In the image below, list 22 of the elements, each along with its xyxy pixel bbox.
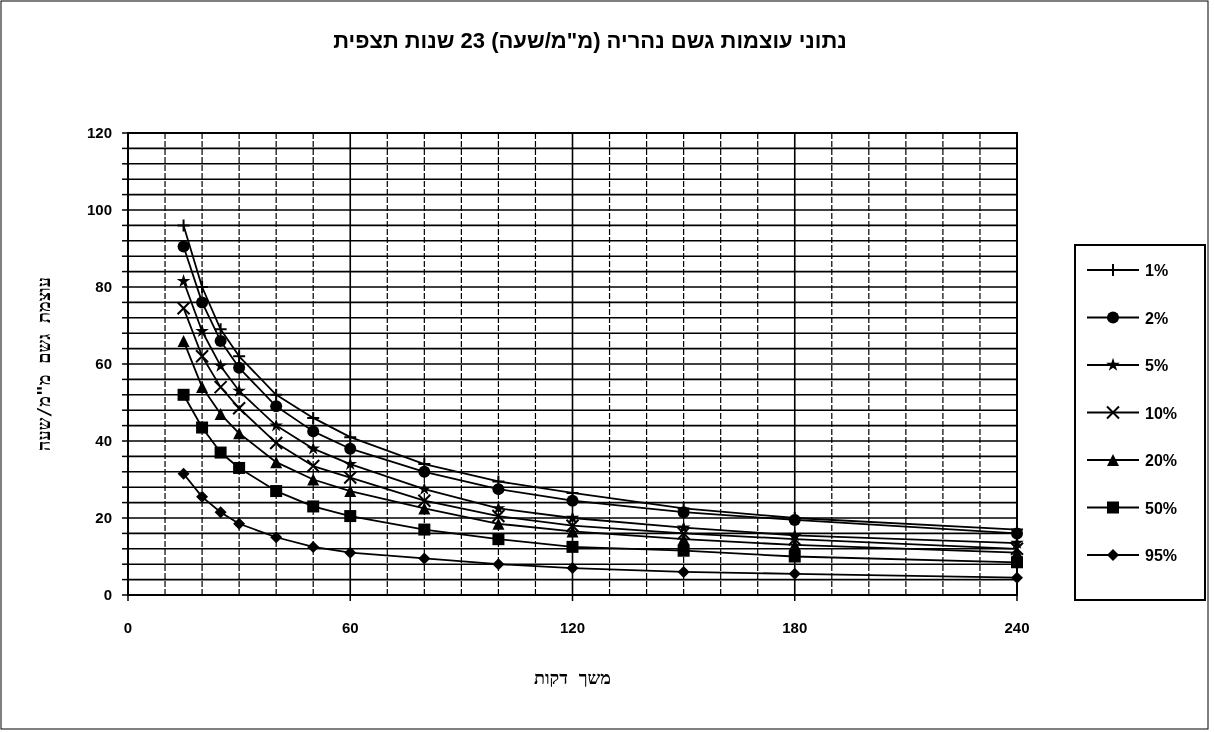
- x-tick-label: 240: [1004, 619, 1030, 636]
- y-tick-label: 0: [103, 586, 112, 603]
- x-tick-label: 180: [782, 619, 808, 636]
- legend-label: 1%: [1145, 262, 1169, 279]
- y-tick-label: 100: [86, 201, 112, 218]
- y-tick-label: 40: [95, 432, 112, 449]
- legend-label: 20%: [1145, 452, 1178, 469]
- x-axis-title: משך דקות: [534, 667, 611, 688]
- y-tick-label: 80: [95, 278, 112, 295]
- legend-label: 50%: [1145, 499, 1178, 517]
- y-tick-label: 120: [86, 124, 112, 141]
- x-tick-label: 60: [341, 619, 359, 636]
- chart-title: נתוני עוצמות גשם נהריה (מ"מ/שעה) 23 שנות תצפית: [333, 28, 847, 53]
- x-tick-label: 0: [123, 619, 133, 636]
- y-axis-title: עוצמת גשם מ"מ/שעה: [33, 277, 54, 451]
- y-tick-label: 20: [95, 509, 112, 526]
- x-tick-label: 120: [559, 619, 586, 636]
- legend-label: 95%: [1145, 547, 1178, 564]
- legend-label: 10%: [1145, 404, 1178, 422]
- y-tick-label: 60: [95, 355, 112, 372]
- legend-label: 5%: [1145, 357, 1169, 374]
- legend-label: 2%: [1145, 309, 1169, 327]
